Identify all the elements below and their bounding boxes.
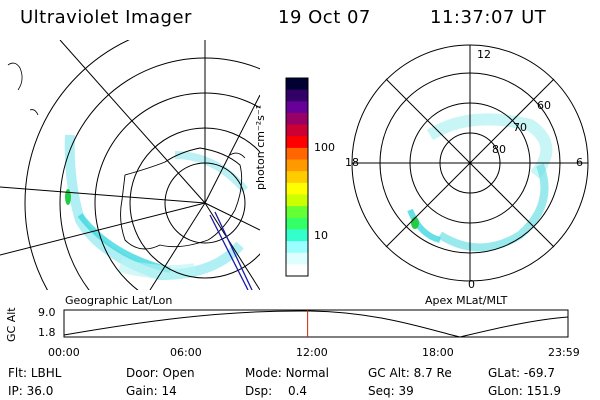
gcalt-value: 8.7 Re xyxy=(413,366,452,380)
door-info: Door: Open xyxy=(126,366,195,380)
time-tick-1800: 18:00 xyxy=(422,346,454,359)
colorbar-swatch xyxy=(286,124,308,137)
app-title: Ultraviolet Imager xyxy=(20,7,192,28)
seq-info: Seq: 39 xyxy=(368,384,414,398)
colorbar-tick-10: 10 xyxy=(314,229,328,242)
mlat-label-70: 70 xyxy=(513,121,527,134)
colorbar-swatch xyxy=(286,206,308,219)
ip-value: 36.0 xyxy=(26,384,54,398)
colorbar-swatch xyxy=(286,112,308,126)
mode-value: Normal xyxy=(285,366,329,380)
altitude-plot xyxy=(63,309,569,338)
geographic-map xyxy=(0,40,260,290)
date-label: 19 Oct 07 xyxy=(278,7,371,28)
glat-value: -69.7 xyxy=(523,366,555,380)
colorbar-swatch xyxy=(286,171,308,184)
mlt-label-right: 6 xyxy=(576,156,583,169)
colorbar-swatch xyxy=(286,241,308,254)
gain-value: 14 xyxy=(161,384,177,398)
aurora-emission-band xyxy=(64,134,249,281)
filter-value: LBHL xyxy=(30,366,62,380)
dsp-value: 0.4 xyxy=(287,384,308,398)
colorbar-swatch xyxy=(286,217,308,230)
coastline-fragment xyxy=(7,62,246,159)
colorbar-frame xyxy=(285,77,309,277)
time-tick-0000: 00:00 xyxy=(48,346,80,359)
colorbar-unit-label: photon cm⁻²s⁻¹ xyxy=(254,104,267,190)
colorbar-swatch xyxy=(286,78,308,91)
glon-info: GLon: 151.9 xyxy=(488,384,561,398)
time-tick-2359: 23:59 xyxy=(548,346,580,359)
time-tick-1200: 12:00 xyxy=(296,346,328,359)
filter-info: Flt: LBHL xyxy=(8,366,62,380)
mode-info: Mode: Normal xyxy=(245,366,329,380)
time-tick-0600: 06:00 xyxy=(170,346,202,359)
door-value: Open xyxy=(162,366,195,380)
mlt-label-left: 18 xyxy=(345,156,359,169)
colorbar-swatch xyxy=(286,147,308,161)
altitude-curve xyxy=(63,310,569,338)
colorbar-swatch xyxy=(286,101,308,114)
colorbar-swatch xyxy=(286,89,308,102)
altitude-plot-frame xyxy=(63,309,569,338)
gcalt-info: GC Alt: 8.7 Re xyxy=(368,366,452,380)
seq-value: 39 xyxy=(398,384,414,398)
gain-info: Gain: 14 xyxy=(126,384,177,398)
mlt-label-top: 12 xyxy=(477,48,491,61)
apex-caption: Apex MLat/MLT xyxy=(425,294,508,307)
dsp-info: Dsp: 0.4 xyxy=(245,384,308,398)
glat-info: GLat: -69.7 xyxy=(488,366,555,380)
mlat-label-80: 80 xyxy=(492,143,506,156)
colorbar-swatch xyxy=(286,159,308,172)
magnetic-polar-plot xyxy=(351,44,589,282)
time-label: 11:37:07 UT xyxy=(430,7,547,28)
aurora-oval xyxy=(407,113,553,252)
colorbar-swatch xyxy=(286,229,308,242)
mlt-label-bottom: 0 xyxy=(468,278,475,291)
ip-info: IP: 36.0 xyxy=(8,384,54,398)
colorbar-swatch xyxy=(286,182,308,195)
colorbar-swatch xyxy=(286,194,308,207)
colorbar-swatch xyxy=(286,136,308,149)
satellite-track xyxy=(209,211,253,290)
colorbar-tick-100: 100 xyxy=(314,141,335,154)
colorbar xyxy=(285,77,309,277)
colorbar-swatch xyxy=(286,252,308,265)
colorbar-swatch xyxy=(286,264,308,277)
coastline-antarctica xyxy=(120,147,243,250)
altitude-axis-label: GC Alt xyxy=(5,307,18,342)
altitude-tick-min: 1.8 xyxy=(38,326,56,339)
colorbar-swatches xyxy=(286,78,308,277)
geographic-caption: Geographic Lat/Lon xyxy=(65,294,173,307)
longitude-lines xyxy=(0,40,260,290)
mlat-label-60: 60 xyxy=(537,99,551,112)
glon-value: 151.9 xyxy=(526,384,561,398)
altitude-tick-max: 9.0 xyxy=(38,306,56,319)
diagonal-line-2 xyxy=(385,78,555,248)
